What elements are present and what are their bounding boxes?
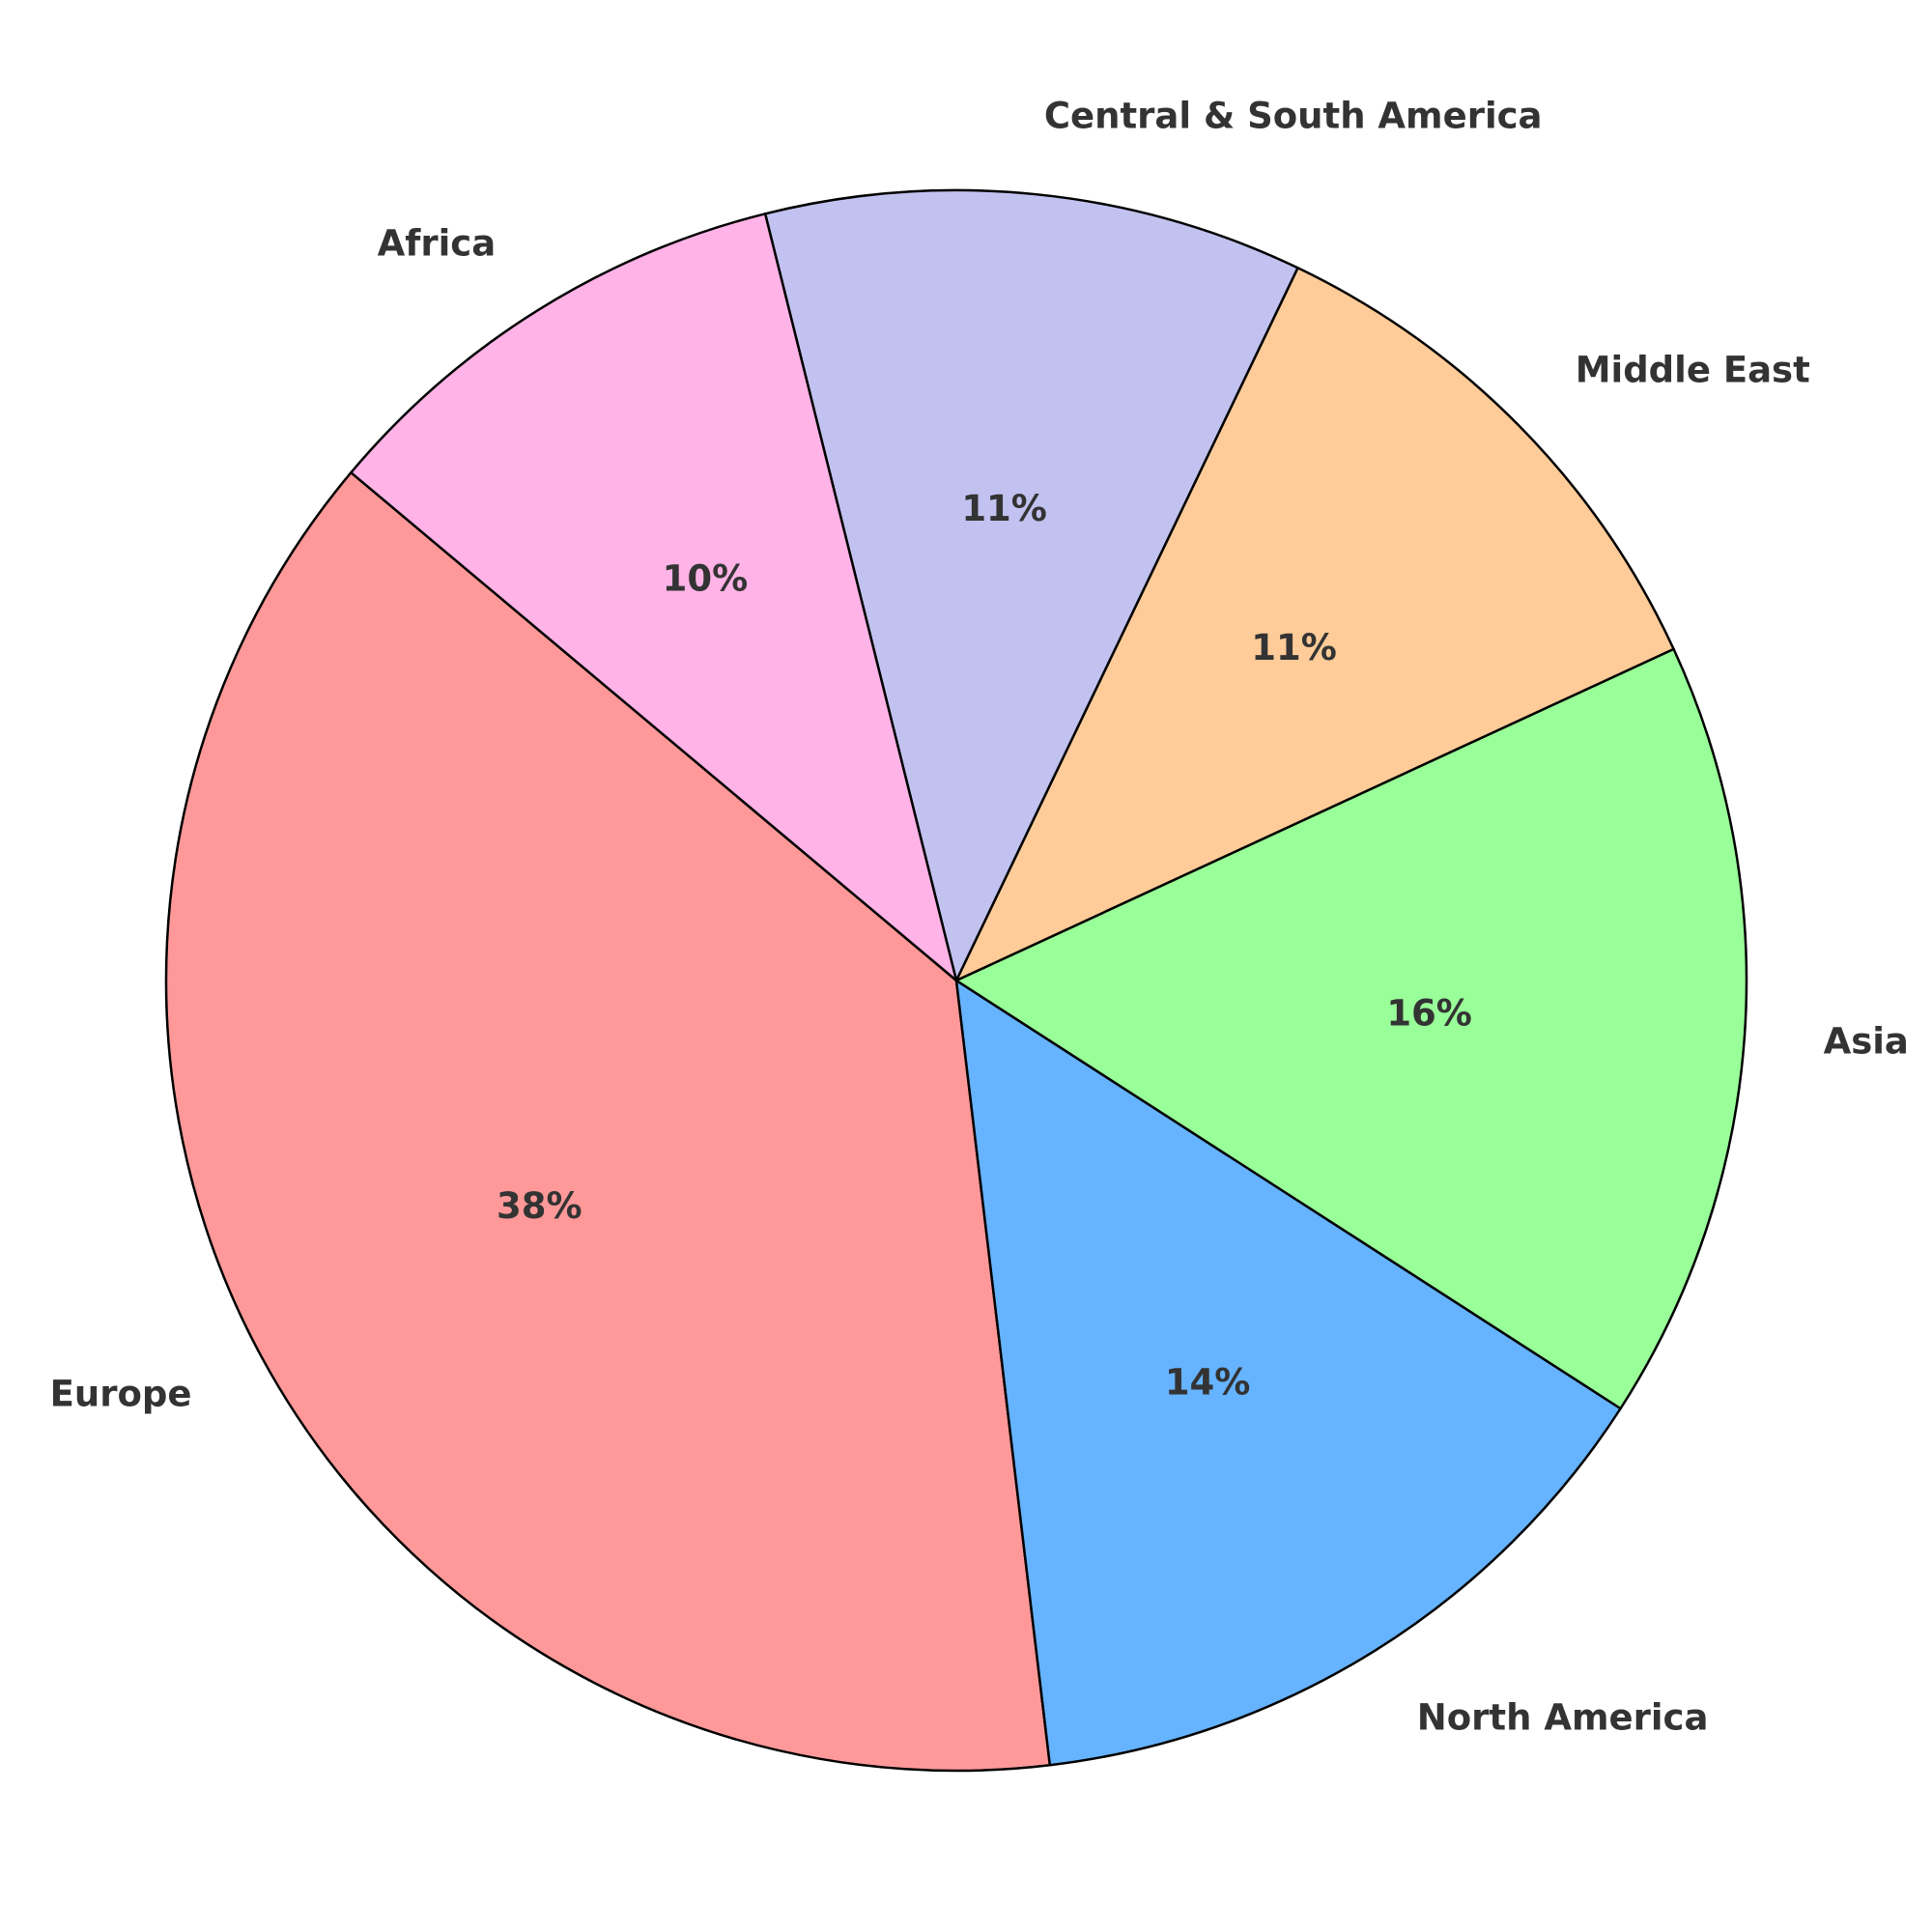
percent-label-north-america: 14% bbox=[1165, 1362, 1251, 1404]
category-labels: Europe North America Asia Middle East Centra… bbox=[50, 95, 1909, 1738]
category-label-europe: Europe bbox=[50, 1374, 192, 1415]
category-label-asia: Asia bbox=[1824, 1020, 1909, 1062]
pie-slice-asia bbox=[954, 647, 1748, 1410]
pie-slice-central-and-south-america bbox=[763, 188, 1299, 982]
percent-label-central-and-south-america: 11% bbox=[961, 488, 1047, 529]
pie-slice-africa bbox=[350, 213, 958, 982]
category-label-central-and-south-america: Central & South America bbox=[1044, 95, 1543, 136]
percent-label-europe: 38% bbox=[497, 1185, 582, 1227]
category-label-africa: Africa bbox=[378, 222, 497, 264]
pie-slice-middle-east bbox=[954, 267, 1675, 982]
pie-slices bbox=[164, 188, 1748, 1773]
category-label-north-america: North America bbox=[1417, 1697, 1709, 1739]
percent-label-africa: 10% bbox=[663, 557, 749, 599]
percent-labels: 38% 14% 16% 11% 11% 10% bbox=[497, 488, 1472, 1403]
percent-label-asia: 16% bbox=[1386, 993, 1472, 1035]
category-label-middle-east: Middle East bbox=[1576, 350, 1810, 391]
pie-slice-europe bbox=[164, 470, 1052, 1773]
pie-slice-north-america bbox=[954, 979, 1622, 1767]
percent-label-middle-east: 11% bbox=[1251, 627, 1337, 668]
